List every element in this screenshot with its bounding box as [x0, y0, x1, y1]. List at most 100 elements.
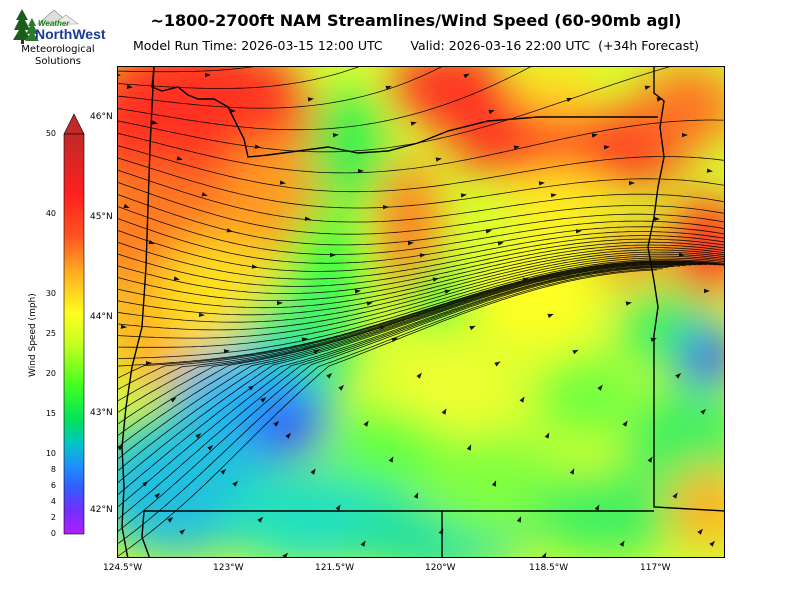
streamline-arrow-icon — [148, 239, 155, 245]
streamline-arrow-icon — [597, 384, 603, 391]
streamline-arrow-icon — [257, 516, 263, 523]
streamline — [118, 251, 724, 323]
streamline-arrow-icon — [204, 72, 211, 78]
streamline — [118, 255, 724, 339]
streamline — [118, 230, 724, 272]
streamline-arrow-icon — [678, 252, 685, 258]
streamline — [118, 259, 724, 360]
lat-label: 42°N — [90, 505, 113, 515]
logo-tagline: Meteorological Solutions — [8, 44, 108, 68]
streamline-arrow-icon — [260, 397, 267, 403]
streamline-arrow-icon — [407, 241, 414, 246]
streamline — [118, 260, 724, 390]
streamline-arrow-icon — [644, 85, 651, 90]
streamline-arrow-icon — [382, 204, 389, 210]
streamline-arrow-icon — [441, 408, 447, 415]
streamline-arrow-icon — [357, 168, 364, 174]
lon-label: 124.5°W — [103, 563, 143, 573]
streamline-arrow-icon — [591, 133, 598, 138]
streamline-arrow-icon — [226, 228, 233, 233]
colorbar-tick: 8 — [50, 465, 56, 474]
streamline-arrow-icon — [126, 84, 133, 89]
streamline-arrow-icon — [460, 193, 467, 198]
streamline-arrow-icon — [273, 420, 280, 427]
state-borders — [121, 67, 724, 557]
streamline-arrow-icon — [703, 288, 710, 294]
streamline — [118, 182, 724, 235]
streamline-arrow-icon — [176, 156, 183, 161]
streamline-arrow-icon — [706, 168, 713, 173]
streamline-arrow-icon — [572, 349, 579, 355]
streamline-arrow-icon — [391, 337, 398, 343]
streamline — [118, 238, 724, 287]
streamline-arrow-icon — [229, 108, 236, 114]
streamline-arrow-icon — [469, 325, 476, 331]
streamline-arrow-icon — [338, 384, 345, 391]
colorbar-fill — [63, 133, 85, 535]
streamline-arrow-icon — [330, 252, 336, 258]
streamline-arrow-icon — [223, 349, 230, 354]
colorbar-tick: 2 — [50, 513, 56, 522]
lat-label: 43°N — [90, 408, 113, 418]
colorbar-tick: 6 — [50, 481, 56, 490]
streamline-arrow-icon — [326, 372, 333, 379]
streamline — [118, 247, 724, 309]
streamline-arrow-icon — [220, 468, 227, 475]
streamline — [118, 268, 663, 545]
streamline-arrow-icon — [566, 97, 573, 103]
colorbar-extend-arrow — [63, 113, 85, 135]
streamline-arrow-icon — [681, 132, 688, 138]
streamline-arrow-icon — [575, 229, 582, 234]
streamline — [118, 67, 360, 89]
streamline-arrow-icon — [466, 444, 472, 451]
colorbar-tick: 10 — [45, 449, 56, 458]
lon-label: 118.5°W — [529, 563, 569, 573]
streamline — [118, 257, 724, 348]
map-panel[interactable] — [117, 66, 725, 558]
logo-text-weather: Weather — [38, 19, 70, 28]
streamline-arrow-icon — [519, 396, 525, 403]
wind-speed-shading — [118, 67, 724, 557]
streamline-arrow-icon — [488, 109, 495, 115]
streamline-arrow-icon — [463, 73, 470, 79]
streamline-arrow-icon — [410, 121, 417, 126]
streamline-arrow-icon — [120, 324, 127, 329]
streamline-arrow-icon — [544, 432, 550, 439]
streamline-arrow-icon — [594, 504, 600, 511]
streamline — [118, 264, 686, 496]
lat-label: 44°N — [90, 312, 113, 322]
streamline-arrow-icon — [538, 181, 545, 186]
streamline-arrow-icon — [379, 325, 386, 331]
streamline-arrow-icon — [354, 289, 361, 294]
colorbar-tick: 30 — [45, 289, 56, 298]
streamline — [118, 262, 707, 448]
lat-label: 45°N — [90, 212, 113, 222]
streamline — [118, 263, 697, 472]
streamline-arrow-icon — [313, 349, 320, 354]
streamline-arrow-icon — [207, 445, 214, 451]
streamline-arrow-icon — [388, 456, 394, 463]
streamline — [118, 169, 724, 223]
streamline-arrow-icon — [672, 492, 678, 499]
streamline — [118, 266, 669, 532]
wind-field — [118, 67, 724, 557]
tree-logo-icon: Weather NorthWest — [13, 9, 106, 44]
streamline-arrow-icon — [675, 373, 682, 379]
streamline-arrow-icon — [516, 516, 522, 523]
streamline — [118, 263, 702, 460]
streamline-arrow-icon — [335, 504, 341, 511]
streamline-arrow-icon — [232, 480, 239, 487]
streamline-arrow-icon — [170, 397, 177, 403]
streamline-arrow-icon — [201, 192, 208, 197]
streamline — [118, 145, 724, 193]
streamline-arrow-icon — [301, 337, 308, 342]
streamline — [118, 157, 724, 209]
streamline-arrow-icon — [647, 456, 653, 463]
streamline-arrow-icon — [179, 529, 186, 535]
streamline-arrow-icon — [491, 480, 497, 487]
streamline-arrow-icon — [653, 216, 660, 222]
streamline — [118, 241, 724, 294]
colorbar-tick: 15 — [45, 409, 56, 418]
lat-label: 46°N — [90, 112, 113, 122]
streamline-arrow-icon — [485, 229, 492, 234]
